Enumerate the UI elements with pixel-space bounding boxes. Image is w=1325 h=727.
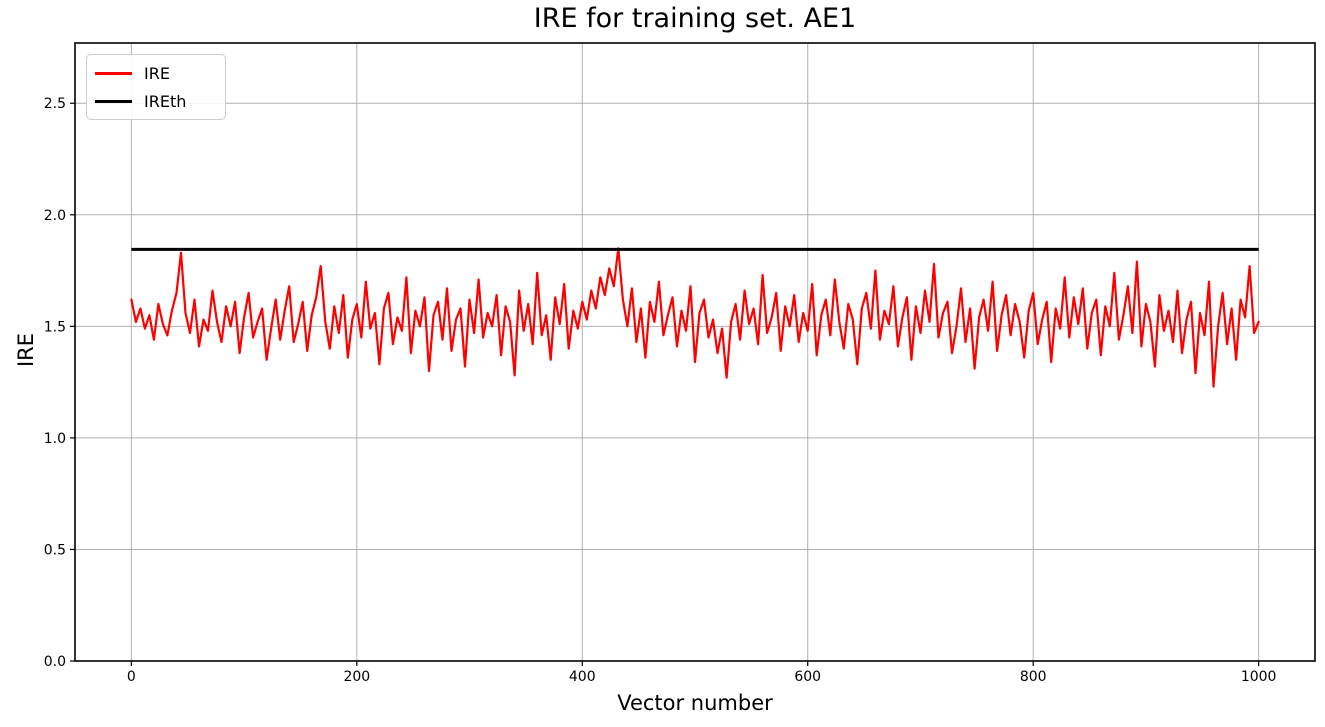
x-tick-label: 600 [794, 669, 821, 685]
y-tick-label: 0.5 [44, 542, 66, 558]
x-axis-label: Vector number [617, 691, 773, 715]
x-tick-label: 0 [127, 669, 136, 685]
x-tick-label: 200 [343, 669, 370, 685]
legend-entry-ireth: IREth [95, 92, 217, 111]
chart-title: IRE for training set. AE1 [533, 3, 857, 34]
legend-line-sample-red [95, 71, 132, 75]
y-tick-label: 1.0 [44, 431, 66, 447]
legend-entry-ire: IRE [95, 64, 217, 83]
legend-line-sample-black [95, 99, 132, 103]
y-axis-label: IRE [14, 332, 38, 368]
x-tick-label: 1000 [1241, 669, 1277, 685]
axes-frame [74, 42, 1316, 662]
y-tick-label: 1.5 [44, 319, 66, 335]
y-tick-label: 0.0 [44, 654, 66, 670]
x-tick-label: 400 [569, 669, 596, 685]
legend-label-ireth: IREth [144, 91, 187, 111]
y-tick-label: 2.0 [44, 208, 66, 224]
data-series-ire [130, 247, 1260, 388]
y-tick-label: 2.5 [44, 96, 66, 112]
legend-label-ire: IRE [144, 63, 170, 83]
x-tick-label: 800 [1020, 669, 1047, 685]
legend-box: IRE IREth [86, 54, 226, 120]
